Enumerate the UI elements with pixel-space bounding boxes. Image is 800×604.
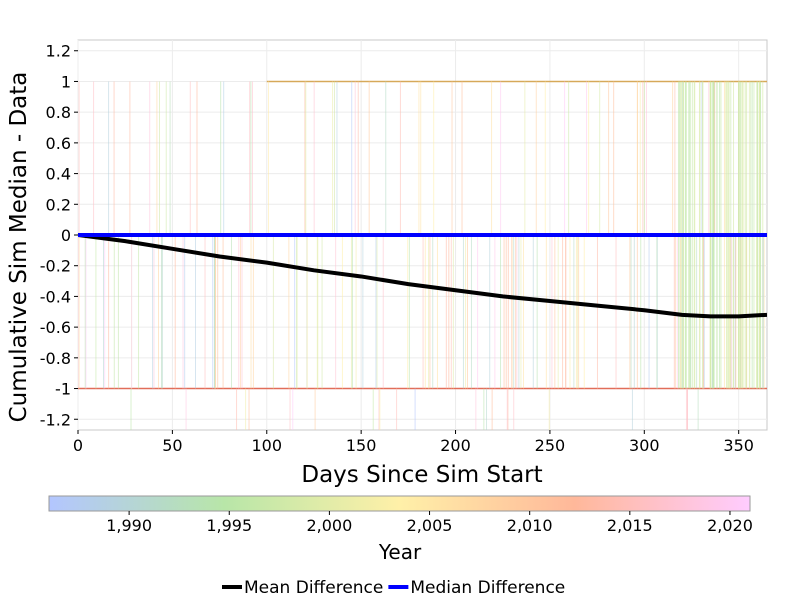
colorbar-tick-label: 2,000 bbox=[306, 516, 352, 535]
colorbar-tick-label: 2,005 bbox=[407, 516, 453, 535]
y-tick-label: 0.2 bbox=[46, 195, 71, 214]
y-tick-label: -0.4 bbox=[40, 287, 71, 306]
colorbar-label: Year bbox=[378, 540, 422, 564]
x-tick-label: 300 bbox=[629, 436, 660, 455]
y-tick-label: -0.8 bbox=[40, 349, 71, 368]
x-tick-label: 0 bbox=[73, 436, 83, 455]
y-tick-label: -0.6 bbox=[40, 318, 71, 337]
colorbar-tick-label: 2,020 bbox=[707, 516, 753, 535]
y-tick-label: 0.4 bbox=[46, 165, 71, 184]
colorbar-ticks: 1,990 1,995 2,000 2,005 2,010 2,015 2,020 bbox=[106, 511, 753, 535]
y-axis-label: Cumulative Sim Median - Data bbox=[6, 72, 32, 423]
x-tick-label: 250 bbox=[535, 436, 566, 455]
x-axis-label: Days Since Sim Start bbox=[301, 462, 542, 488]
x-tick-label: 150 bbox=[346, 436, 377, 455]
legend-label-0: Mean Difference bbox=[244, 578, 383, 598]
y-tick-label: 1 bbox=[61, 72, 71, 91]
colorbar bbox=[48, 495, 751, 512]
legend: Mean Difference Median Difference bbox=[222, 578, 565, 598]
y-tick-label: 0.8 bbox=[46, 103, 71, 122]
y-tick-label: -1 bbox=[55, 380, 71, 399]
y-tick-label: 1.2 bbox=[46, 42, 71, 61]
colorbar-tick-label: 2,015 bbox=[607, 516, 653, 535]
y-tick-label: 0.6 bbox=[46, 134, 71, 153]
colorbar-tick-label: 1,995 bbox=[206, 516, 252, 535]
x-tick-label: 350 bbox=[723, 436, 754, 455]
y-tick-label: 0 bbox=[61, 226, 71, 245]
x-tick-label: 200 bbox=[440, 436, 471, 455]
series-lines bbox=[78, 233, 767, 319]
x-axis-ticks: 0 50 100 150 200 250 300 350 bbox=[73, 430, 754, 455]
y-tick-label: -1.2 bbox=[40, 410, 71, 429]
colorbar-tick-label: 2,010 bbox=[507, 516, 553, 535]
colorbar-tick-label: 1,990 bbox=[106, 516, 152, 535]
legend-label-1: Median Difference bbox=[410, 578, 565, 598]
x-tick-label: 50 bbox=[162, 436, 182, 455]
series-line-0 bbox=[78, 233, 767, 319]
x-tick-label: 100 bbox=[251, 436, 282, 455]
y-axis-ticks: 1.2 1 0.8 0.6 0.4 0.2 0 -0.2 -0.4 -0.6 -0.8 -1 -1.2 bbox=[40, 42, 78, 429]
y-tick-label: -0.2 bbox=[40, 257, 71, 276]
